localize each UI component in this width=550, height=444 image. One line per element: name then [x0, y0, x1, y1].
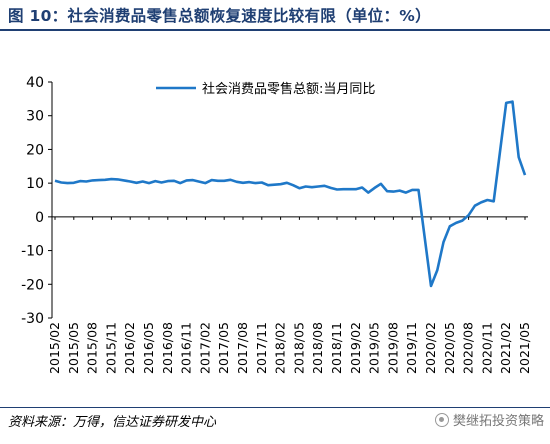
watermark-text: 樊继拓投资策略	[452, 414, 544, 429]
y-tick-label: 40	[26, 75, 44, 91]
series-line	[54, 100, 527, 288]
x-tick-label: 2018/05	[291, 322, 306, 374]
y-tick-label: -10	[21, 244, 44, 260]
x-tick-label: 2017/08	[235, 322, 250, 374]
x-tick-label: 2021/05	[517, 322, 532, 374]
x-tick-label: 2016/11	[179, 322, 194, 374]
y-tick-label: 20	[26, 142, 44, 158]
x-tick-label: 2019/11	[404, 322, 419, 374]
x-tick-label: 2018/02	[273, 322, 288, 374]
x-tick-label: 2018/08	[310, 322, 325, 374]
wechat-logo-icon	[434, 412, 449, 427]
title-divider	[0, 29, 550, 31]
x-tick-label: 2018/11	[329, 322, 344, 374]
x-tick-label: 2021/02	[498, 322, 513, 374]
x-tick-label: 2020/11	[479, 322, 494, 374]
y-tick-label: -20	[21, 277, 44, 293]
source-note: 资料来源：万得，信达证券研发中心	[8, 415, 217, 430]
x-tick-label: 2015/08	[85, 322, 100, 374]
x-tick-label: 2015/11	[103, 322, 118, 374]
source-divider	[0, 407, 550, 408]
x-tick-label: 2015/02	[47, 322, 62, 374]
x-tick-label: 2015/05	[66, 322, 81, 374]
x-tick-label: 2016/05	[141, 322, 156, 374]
x-tick-label: 2017/05	[216, 322, 231, 374]
x-tick-label: 2019/08	[385, 322, 400, 374]
x-tick-label: 2019/02	[348, 322, 363, 374]
x-tick-label: 2017/02	[197, 322, 212, 374]
x-tick-label: 2020/05	[442, 322, 457, 374]
y-tick-label: 30	[26, 109, 44, 125]
y-tick-label: 0	[35, 210, 44, 226]
x-tick-label: 2020/08	[461, 322, 476, 374]
legend-label: 社会消费品零售总额:当月同比	[202, 81, 375, 97]
y-tick-label: -30	[21, 311, 44, 327]
chart-title: 图 10：社会消费品零售总额恢复速度比较有限（单位：%）	[8, 7, 431, 25]
x-tick-label: 2020/02	[423, 322, 438, 374]
x-tick-label: 2019/05	[367, 322, 382, 374]
watermark: 樊继拓投资策略	[434, 410, 544, 429]
x-tick-label: 2016/08	[160, 322, 175, 374]
x-tick-label: 2016/02	[122, 322, 137, 374]
y-tick-label: 10	[26, 176, 44, 192]
x-tick-label: 2017/11	[254, 322, 269, 374]
